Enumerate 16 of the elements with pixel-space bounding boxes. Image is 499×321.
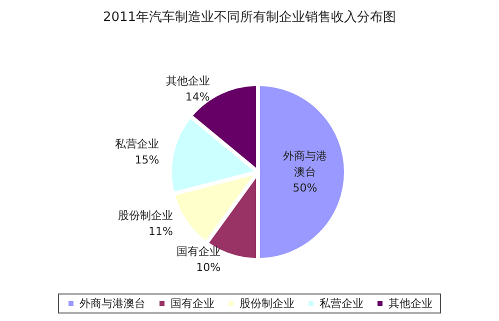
- slice-label: 国有企业: [176, 244, 221, 258]
- chart-title: 2011年汽车制造业不同所有制企业销售收入分布图: [102, 10, 396, 25]
- legend-label: 私营企业: [320, 297, 364, 310]
- legend-label: 其他企业: [388, 297, 432, 310]
- data-label: 10%: [196, 260, 221, 274]
- slice-label: 股份制企业: [118, 209, 173, 222]
- data-label: 14%: [185, 90, 210, 104]
- legend-label: 国有企业: [170, 297, 214, 310]
- slice-label: 私营企业: [115, 137, 160, 150]
- slice-label: 其他企业: [166, 74, 210, 88]
- data-label: 15%: [134, 153, 160, 166]
- legend-label: 股份制企业: [240, 297, 294, 310]
- data-label: 11%: [148, 225, 173, 238]
- data-label: 50%: [292, 182, 318, 194]
- legend-label: 外商与港澳台: [80, 297, 146, 310]
- slice-label: 外商与港澳台: [283, 150, 327, 178]
